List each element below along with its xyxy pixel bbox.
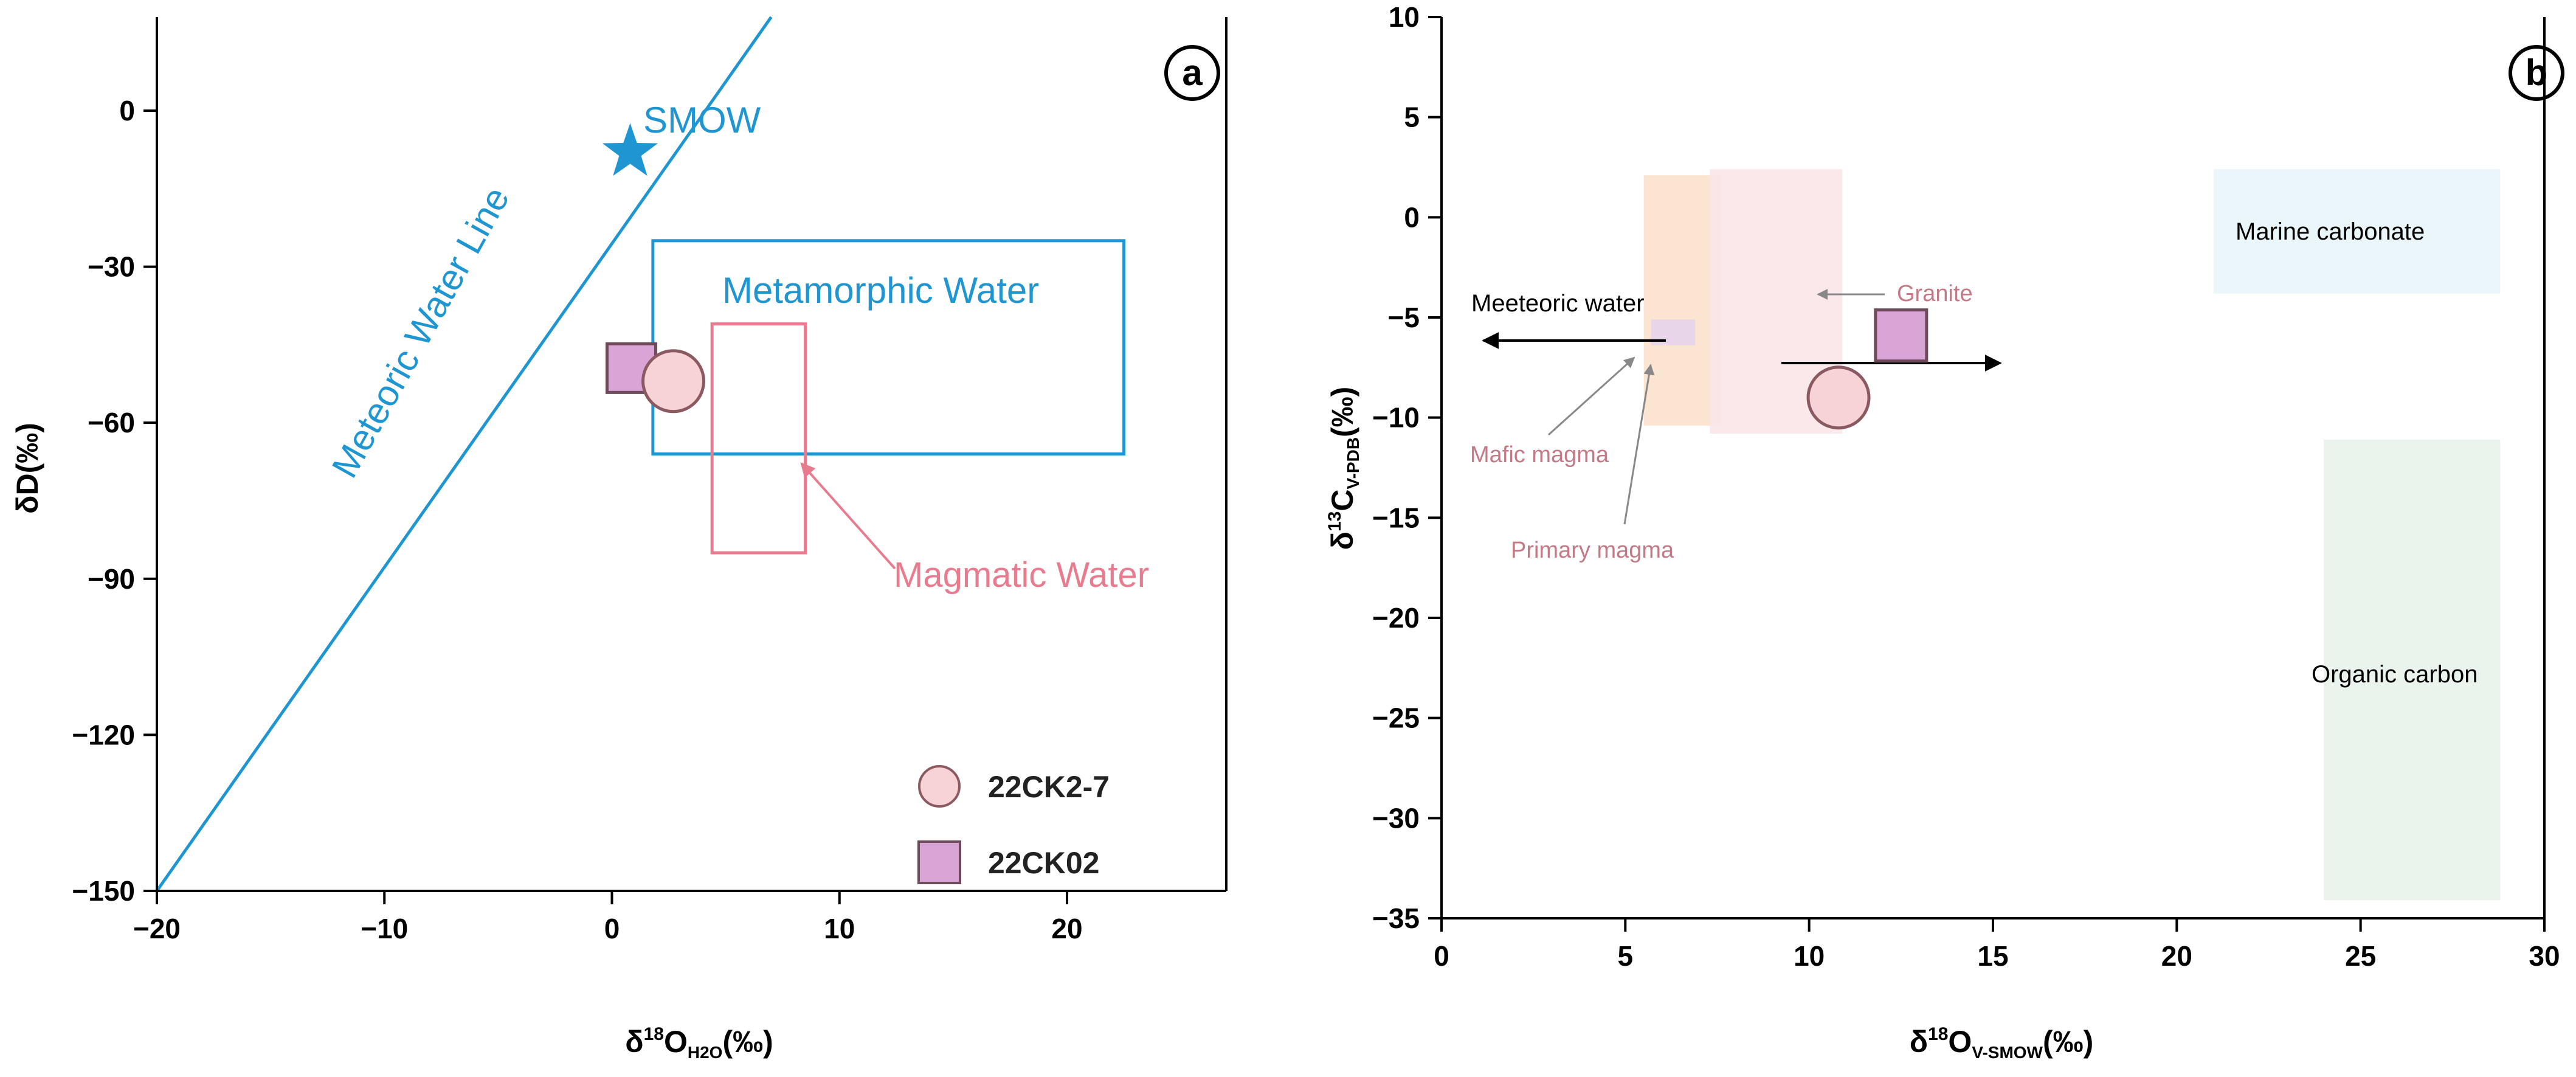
region-primary-magma xyxy=(1643,175,1721,426)
y-tick-label: −10 xyxy=(1372,402,1420,434)
panel-a-x-title: δ18OH2O(‰) xyxy=(625,1024,773,1062)
y-tick-label: −25 xyxy=(1372,702,1420,734)
y-tick-label: −120 xyxy=(72,719,135,750)
x-tick-label: 30 xyxy=(2529,940,2560,972)
point-22ck2-7 xyxy=(641,349,706,414)
y-tick-label: 5 xyxy=(1404,102,1420,133)
region-magmatic-water xyxy=(710,322,807,555)
x-tick-label: 25 xyxy=(2345,940,2376,972)
x-tick-label: −20 xyxy=(133,913,181,944)
meteoric-line-label: Meteoric Water Line xyxy=(324,180,517,484)
x-tick-label: 10 xyxy=(1794,940,1825,972)
marine-carbonate-label: Marine carbonate xyxy=(2236,218,2425,245)
x-tick-label: 20 xyxy=(1051,913,1082,944)
panel-b-x-title: δ18OV-SMOW(‰) xyxy=(1910,1024,2094,1062)
y-tick-label: 0 xyxy=(119,95,135,126)
panel-a-badge xyxy=(1164,45,1220,101)
point-22ck2-7 xyxy=(1806,365,1871,430)
point-22ck02 xyxy=(1874,308,1929,363)
x-tick-label: 0 xyxy=(1434,940,1449,972)
smow-label: SMOW xyxy=(643,100,761,140)
y-tick-label: −150 xyxy=(72,875,135,907)
y-tick-label: −60 xyxy=(88,407,135,438)
x-tick-label: 5 xyxy=(1618,940,1634,972)
panel-b: 0 5 10 15 20 25 30 −35 −30 −25 −20 −15 −10 −5 0 5 10 Me… xyxy=(1325,1,2564,1062)
region-organic-carbon xyxy=(2324,439,2501,901)
y-tick-label: −35 xyxy=(1372,902,1420,934)
primary-arrow xyxy=(1623,364,1655,525)
primary-magma-label: Primary magma xyxy=(1511,538,1674,563)
x-tick-label: 0 xyxy=(604,913,620,944)
legend-label-22ck2-7: 22CK2-7 xyxy=(988,770,1110,804)
x-tick-label: 20 xyxy=(2161,940,2192,972)
panel-b-letter: b xyxy=(2526,52,2548,93)
y-tick-label: −5 xyxy=(1388,302,1420,333)
legend: 22CK2-7 22CK02 xyxy=(917,765,1110,884)
meteoric-water-label: Meeteoric water xyxy=(1471,290,1645,317)
mafic-magma-label: Mafic magma xyxy=(1470,442,1609,468)
legend-marker-22ck2-7 xyxy=(918,765,961,808)
magmatic-arrow xyxy=(800,462,896,570)
legend-marker-22ck02 xyxy=(917,840,961,884)
legend-label-22ck02: 22CK02 xyxy=(988,846,1099,880)
organic-carbon-label: Organic carbon xyxy=(2312,661,2478,688)
meteoric-water-line xyxy=(155,16,773,892)
y-tick-label: −30 xyxy=(1372,802,1420,834)
y-tick-label: −15 xyxy=(1372,502,1420,533)
x-tick-label: −10 xyxy=(361,913,408,944)
y-tick-label: −30 xyxy=(88,251,135,283)
x-tick-label: 15 xyxy=(1977,940,2008,972)
panel-b-y-title: δ13CV-PDB(‰) xyxy=(1325,387,1362,550)
y-tick-label: 10 xyxy=(1389,1,1420,33)
panel-a-letter: a xyxy=(1182,52,1203,93)
granite-label: Granite xyxy=(1897,281,1973,306)
y-tick-label: −90 xyxy=(88,563,135,595)
x-tick-label: 10 xyxy=(824,913,855,944)
mafic-arrow xyxy=(1547,356,1635,436)
y-tick-label: 0 xyxy=(1404,201,1420,233)
metamorphic-water-label: Metamorphic Water xyxy=(722,270,1039,311)
y-tick-label: −20 xyxy=(1372,602,1420,634)
panel-b-badge xyxy=(2509,45,2564,101)
region-marine-carbonate xyxy=(2213,169,2501,294)
panel-a: −20 −10 0 10 20 −150 −120 −90 −60 −30 0 Meteoric … xyxy=(10,16,1228,1062)
panel-a-y-title: δD(‰) xyxy=(10,423,44,514)
smow-star-icon xyxy=(602,123,658,176)
magmatic-water-label: Magmatic Water xyxy=(894,555,1149,595)
